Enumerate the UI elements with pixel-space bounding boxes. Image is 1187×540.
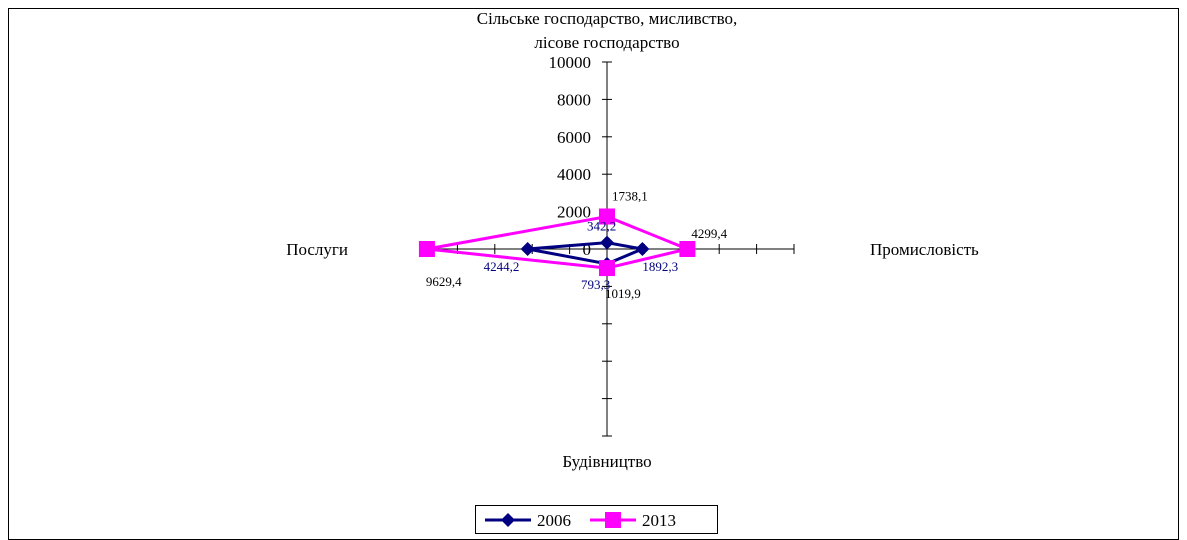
chart-border [8,8,1179,540]
series-2006-point [520,242,535,256]
data-label-2013: 4299,4 [691,226,727,241]
legend-marker-2006 [501,513,515,527]
data-label-2013: 9629,4 [426,274,462,289]
data-label-2006: 4244,2 [484,259,520,274]
axis-construction-label: Будівництво [562,452,651,471]
axis-industry-label: Промисловість [870,240,979,259]
series-2013-point [599,208,615,225]
data-label-2006: 793,3 [581,277,610,292]
series-2013-point [599,260,615,277]
series-2006-point [600,235,614,250]
legend-marker-2013 [605,512,621,528]
tick-label: 10000 [549,53,592,72]
axis-services-label: Послуги [286,240,348,259]
series-2013-point [679,241,696,257]
tick-label: 6000 [557,128,591,147]
tick-label: 8000 [557,90,591,109]
tick-label: 0 [583,240,592,259]
legend-label-2006: 2006 [537,511,571,530]
tick-label: 2000 [557,203,591,222]
tick-label: 4000 [557,165,591,184]
series [418,208,696,277]
category-labels: Сільське господарство, мисливство, лісове… [286,9,979,471]
data-label-2006: 342,2 [587,219,616,234]
series-2013-point [418,241,435,257]
legend: 2006 2013 [475,505,718,534]
data-label-2013: 1738,1 [612,188,648,203]
data-label-2006: 1892,3 [642,259,678,274]
axis-agriculture-label: Сільське господарство, мисливство, лісове… [477,9,737,52]
data-labels: 342,2 1892,3 793,3 4244,2 1738,1 4299,4 1019,9… [426,188,728,301]
series-2006-point [635,242,650,256]
legend-label-2013: 2013 [642,511,676,530]
tick-labels: 0 2000 4000 6000 8000 10000 [549,53,592,259]
data-label-2013: 1019,9 [605,286,641,301]
